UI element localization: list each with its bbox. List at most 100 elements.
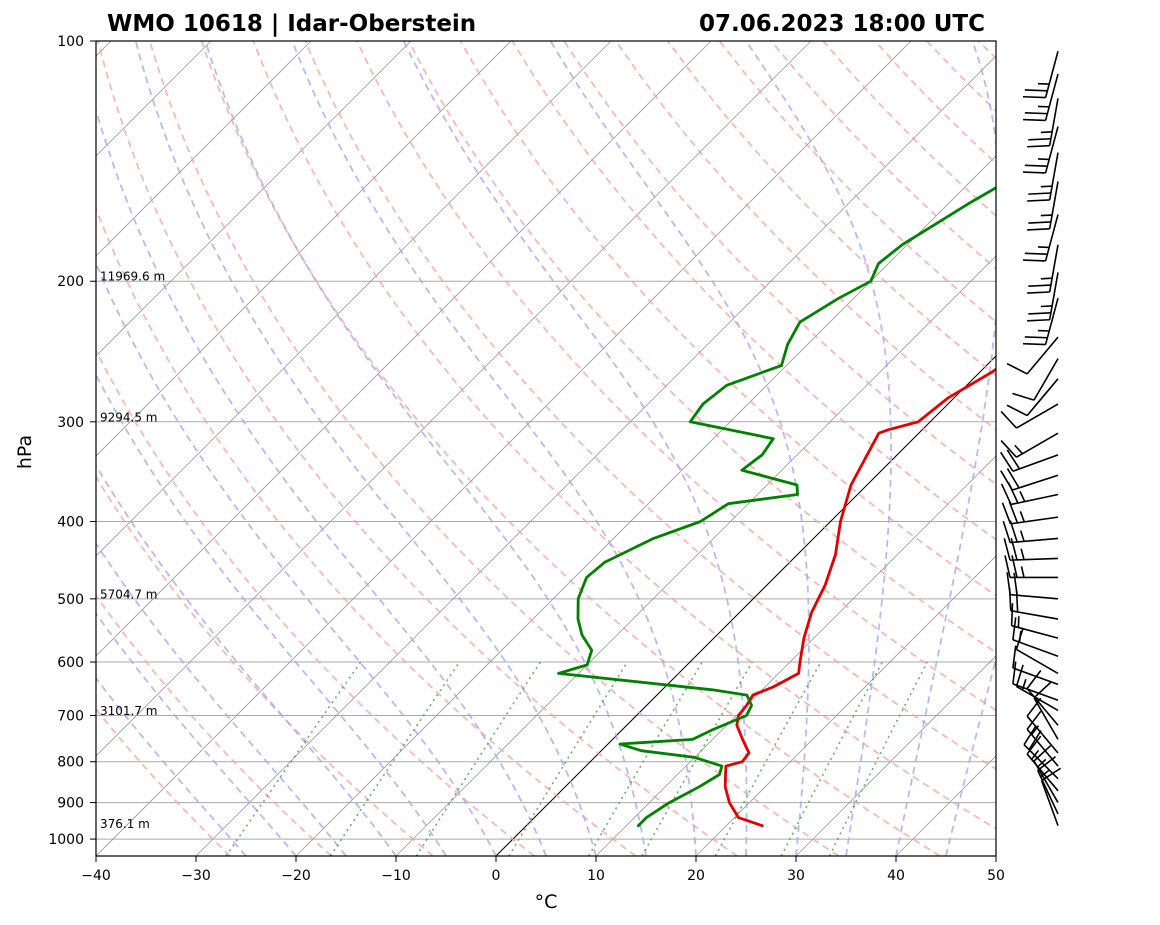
isotherm-line	[695, 555, 996, 856]
dry-adiabat	[770, 41, 996, 270]
barb-full-flag	[1027, 228, 1050, 231]
dry-adiabat	[407, 41, 996, 654]
wind-barb	[999, 449, 1059, 472]
barb-staff	[1010, 537, 1059, 544]
barb-staff	[1026, 378, 1059, 417]
barb-full-flag	[1023, 118, 1046, 122]
barb-staff	[1048, 152, 1059, 201]
moist-adiabat	[291, 41, 697, 856]
barb-staff	[1012, 474, 1059, 491]
barb-staff	[1026, 336, 1059, 375]
barb-full-flag	[1027, 199, 1050, 202]
isotherm-line	[795, 655, 996, 856]
barb-full-flag	[1006, 572, 1011, 595]
barb-full-flag	[1006, 362, 1028, 375]
barb-staff	[1016, 403, 1059, 429]
barb-staff	[1044, 126, 1059, 174]
wind-barb	[1012, 661, 1059, 702]
barb-staff	[1044, 297, 1059, 345]
barb-full-flag	[1000, 440, 1018, 458]
barb-staff	[1011, 624, 1059, 639]
barb-half-flag	[1040, 277, 1053, 280]
isotherm-line	[96, 41, 612, 557]
mixing-ratio-line	[588, 661, 703, 856]
moist-adiabat	[134, 41, 597, 856]
dry-adiabat	[977, 41, 996, 60]
barb-full-flag	[999, 451, 1014, 472]
barb-full-flag	[1000, 483, 1012, 505]
barb-full-flag	[1027, 291, 1050, 294]
x-tick-label: 30	[787, 868, 805, 884]
y-tick-label: 600	[57, 655, 84, 671]
mixing-ratio-line	[225, 661, 362, 856]
barb-full-flag	[1026, 710, 1042, 730]
barb-full-flag	[1000, 470, 1014, 491]
plot-frame	[95, 40, 997, 857]
barb-full-flag	[1024, 252, 1048, 255]
barb-staff	[1026, 753, 1059, 792]
isotherm-line	[96, 41, 912, 856]
moist-adiabat	[96, 463, 397, 856]
y-axis-label: hPa	[14, 435, 36, 469]
x-tick-label: −10	[381, 868, 411, 884]
mixing-ratio-line	[508, 661, 628, 856]
barb-full-flag	[1028, 730, 1042, 751]
height-label: 376.1 m	[100, 817, 150, 831]
barb-staff	[1036, 770, 1059, 815]
barb-full-flag	[1012, 392, 1035, 401]
x-axis-ticks: −40 −30 −20 −10 0 10 20 30 40 50	[81, 856, 1005, 884]
moist-adiabat	[96, 261, 497, 856]
isotherm-line	[96, 41, 412, 357]
height-label: 9294.5 m	[100, 410, 158, 424]
barb-half-flag	[1019, 530, 1025, 542]
wind-barb	[1023, 725, 1059, 780]
dry-adiabat	[200, 41, 941, 856]
temperature-profile	[723, 367, 996, 828]
y-tick-label: 700	[57, 708, 84, 724]
barb-half-flag	[1020, 566, 1025, 578]
x-axis-label: °C	[535, 891, 558, 913]
isotherm-line	[395, 255, 996, 856]
barb-full-flag	[1002, 520, 1011, 543]
mixing-ratio-line	[641, 661, 753, 856]
dry-adiabat	[96, 206, 637, 856]
barb-full-flag	[1001, 502, 1012, 525]
wind-barb	[1026, 670, 1059, 726]
wind-barb	[1027, 272, 1059, 322]
barb-full-flag	[1000, 410, 1018, 429]
wind-barb	[1023, 73, 1059, 122]
barb-half-flag	[1040, 305, 1053, 308]
barb-full-flag	[1006, 449, 1021, 470]
dry-adiabat	[822, 41, 996, 217]
barb-full-flag	[1006, 404, 1028, 417]
x-tick-label: −40	[81, 868, 111, 884]
wind-barb	[1001, 501, 1059, 525]
barb-staff	[1012, 639, 1059, 657]
wind-barb	[1006, 572, 1059, 600]
barb-staff	[1012, 683, 1059, 702]
barb-full-flag	[1028, 221, 1051, 224]
barb-full-flag	[1028, 312, 1051, 315]
barb-full-flag	[1008, 501, 1019, 524]
moist-adiabat	[945, 655, 996, 856]
dry-adiabat	[252, 41, 996, 830]
dry-adiabat	[96, 348, 535, 856]
barb-full-flag	[1027, 318, 1050, 322]
barb-staff	[1044, 214, 1059, 262]
dry-adiabat	[511, 41, 996, 541]
moist-adiabat	[549, 41, 810, 856]
barb-staff	[1012, 667, 1059, 686]
barb-staff	[1048, 272, 1059, 320]
dry-adiabat	[97, 41, 738, 856]
isotherm-line	[895, 755, 996, 856]
height-label: 5704.7 m	[100, 587, 158, 601]
isotherm-line	[295, 155, 996, 856]
barb-staff	[1012, 454, 1059, 472]
chart-title-time: 07.06.2023 18:00 UTC	[699, 11, 985, 37]
barb-staff	[1010, 609, 1059, 620]
y-tick-label: 900	[57, 796, 84, 812]
y-tick-label: 200	[57, 274, 84, 290]
isotherm-line	[1096, 41, 1160, 856]
wind-barb	[1004, 555, 1058, 579]
